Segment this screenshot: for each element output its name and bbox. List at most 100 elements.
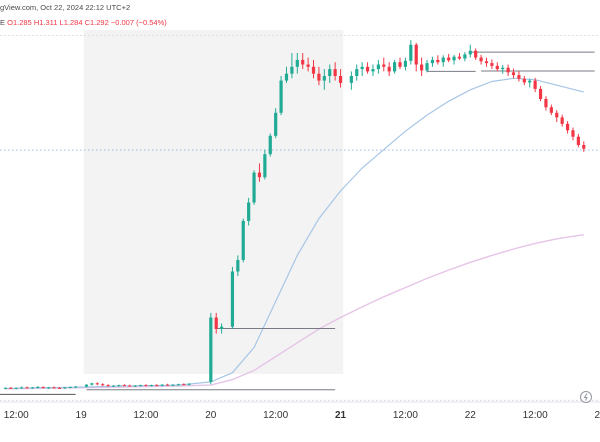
candle-up — [236, 255, 240, 277]
candle-down — [333, 62, 337, 81]
candle-up — [247, 197, 251, 226]
time-tick-label: 19 — [76, 410, 88, 421]
time-tick-label: 23 — [594, 410, 600, 421]
candle-down — [365, 62, 370, 74]
candle-body — [220, 326, 224, 329]
candle-body — [355, 69, 359, 76]
candle-up — [528, 78, 532, 88]
candle-body — [9, 387, 13, 389]
candle-body — [306, 64, 310, 67]
clock-icon[interactable] — [580, 391, 592, 403]
candle-body — [160, 384, 164, 386]
candle-body — [474, 50, 478, 58]
candle-body — [409, 44, 413, 61]
candle-up — [90, 382, 94, 386]
candle-body — [57, 387, 62, 389]
candle-body — [311, 66, 316, 74]
candle-body — [517, 75, 521, 79]
candle-up — [149, 384, 153, 387]
candle-down — [311, 59, 316, 79]
candle-down — [144, 384, 148, 387]
candle-body — [479, 57, 483, 62]
candle-body — [252, 172, 256, 203]
candle-down — [106, 384, 110, 387]
candle-down — [522, 76, 526, 86]
candle-up — [463, 52, 467, 62]
candle-down — [511, 68, 516, 79]
candle-up — [452, 54, 456, 65]
candle-body — [230, 271, 235, 327]
candle-body — [538, 88, 543, 99]
candle-body — [360, 66, 364, 70]
candle-down — [571, 127, 575, 141]
time-tick-label: 12:00 — [263, 410, 288, 421]
candle-body — [149, 385, 153, 387]
time-tick-label: 22 — [465, 410, 477, 421]
candle-body — [468, 50, 472, 55]
candle-up — [263, 149, 267, 180]
candle-down — [25, 386, 29, 389]
candle-body — [328, 69, 332, 76]
candle-body — [68, 386, 72, 388]
candle-body — [52, 387, 56, 389]
candle-up — [349, 71, 353, 90]
candle-up — [268, 133, 272, 157]
candle-body — [506, 67, 510, 73]
candle-up — [392, 59, 397, 74]
candle-body — [571, 130, 575, 137]
candle-body — [144, 385, 148, 387]
candle-body — [447, 57, 451, 61]
candle-up — [274, 108, 278, 139]
candle-down — [57, 386, 62, 389]
candle-body — [128, 385, 132, 387]
time-axis: 12:00 19 12:00 20 12:00 21 12:00 22 12:00 23 — [0, 401, 600, 421]
candle-body — [376, 64, 380, 70]
candle-up — [160, 384, 164, 387]
candle-up — [430, 56, 435, 67]
candle-down — [517, 71, 521, 82]
candle-up — [187, 383, 191, 386]
candle-down — [214, 312, 218, 334]
candle-body — [182, 384, 186, 386]
candle-body — [101, 384, 105, 386]
candle-up — [133, 385, 137, 387]
candle-down — [555, 110, 559, 122]
time-tick-label: 21 — [335, 410, 347, 421]
source-time-text: gView.com, Oct 22, 2024 22:12 UTC+2 — [0, 3, 131, 12]
candle-body — [457, 56, 462, 59]
candle-down — [565, 121, 570, 134]
candle-body — [209, 317, 213, 382]
candle-down — [447, 53, 451, 63]
candle-down — [306, 57, 310, 72]
low-value: L1.284 — [59, 18, 83, 27]
candle-body — [425, 63, 429, 71]
candle-up — [220, 323, 224, 334]
candle-body — [3, 387, 8, 389]
candle-body — [20, 387, 24, 389]
candle-down — [484, 57, 489, 67]
candle-up — [376, 59, 380, 74]
candle-up — [241, 218, 245, 263]
candle-down — [560, 114, 564, 127]
candle-down — [9, 386, 13, 389]
high-value: H1.311 — [33, 18, 58, 27]
candle-body — [522, 78, 526, 83]
time-tick-label: 12:00 — [133, 410, 158, 421]
time-tick-label: 20 — [205, 410, 217, 421]
source-and-time: gView.com, Oct 22, 2024 22:12 UTC+2 — [0, 3, 130, 12]
dotted-level-layer — [0, 35, 600, 401]
candle-body — [549, 107, 553, 113]
candle-down — [317, 66, 321, 86]
candle-up — [403, 57, 408, 71]
candle-body — [436, 59, 440, 63]
candle-up — [74, 386, 78, 388]
candle-body — [565, 123, 570, 131]
candle-down — [490, 59, 494, 70]
candle-up — [279, 76, 283, 116]
chart-header: gView.com, Oct 22, 2024 22:12 UTC+2 E O1… — [0, 0, 600, 30]
candle-body — [414, 44, 418, 65]
candle-body — [544, 99, 548, 108]
candle-body — [214, 317, 218, 329]
candle-down — [257, 163, 262, 182]
